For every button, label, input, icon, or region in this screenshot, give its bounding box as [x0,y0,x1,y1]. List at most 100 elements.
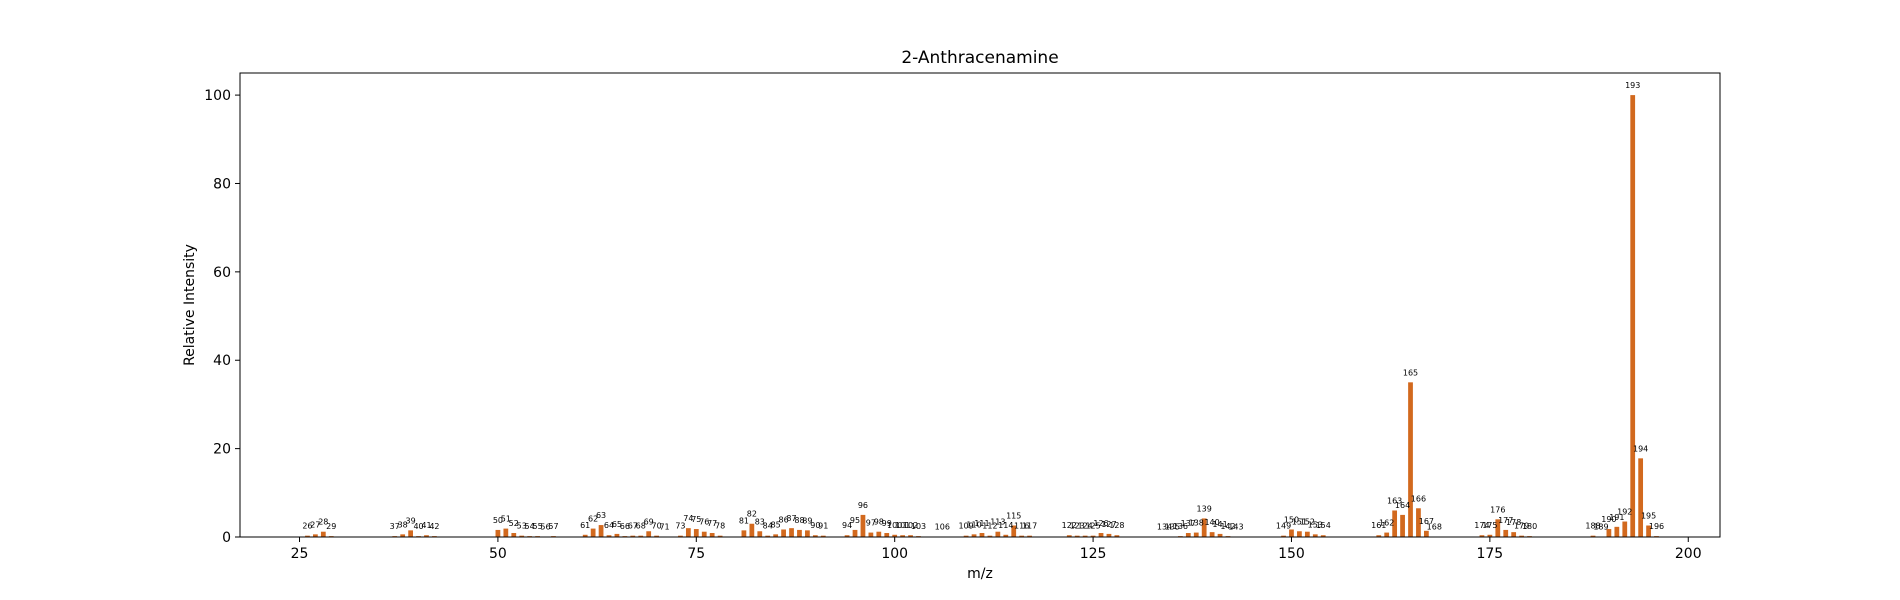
bar-mz-177 [1503,529,1509,537]
bar-mz-178 [1511,532,1517,537]
bar-label-mz-140: 140 [1204,518,1219,527]
bar-label-mz-106: 106 [935,523,950,532]
bar-mz-167 [1424,530,1429,537]
bar-mz-188 [1590,535,1596,537]
bar-mz-63 [598,525,604,537]
bar-label-mz-168: 168 [1427,523,1442,532]
bar-mz-191 [1614,526,1620,537]
bar-mz-140 [1209,532,1215,537]
bar-label-mz-175: 175 [1482,521,1497,530]
bar-label-mz-88: 88 [794,516,804,525]
bar-mz-109 [963,535,969,537]
bar-label-mz-115: 115 [1006,512,1021,521]
bar-mz-192 [1622,521,1628,537]
bar-label-mz-195: 195 [1641,512,1656,521]
bar-label-mz-135: 135 [1165,523,1180,532]
bar-label-mz-179: 179 [1514,522,1529,531]
bar-label-mz-86: 86 [778,515,788,524]
bar-label-mz-166: 166 [1411,494,1426,503]
bar-mz-52 [511,533,517,537]
bar-mz-74 [685,528,691,537]
y-tick-label-0: 0 [222,530,231,546]
bar-label-mz-39: 39 [406,516,416,525]
bar-mz-101 [900,535,906,537]
bar-label-mz-69: 69 [644,517,654,526]
bar-mz-194 [1638,458,1644,537]
bar-label-mz-42: 42 [429,522,439,531]
bar-label-mz-143: 143 [1228,523,1243,532]
bar-label-mz-113: 113 [990,518,1005,527]
bar-mz-65 [614,533,620,537]
x-tick-label-150: 150 [1278,546,1305,562]
bar-label-mz-190: 190 [1601,515,1616,524]
bar-mz-88 [797,529,802,537]
bar-mz-117 [1027,535,1032,537]
bar-label-mz-40: 40 [413,522,423,531]
bar-label-mz-75: 75 [691,515,701,524]
bar-label-mz-68: 68 [636,522,646,531]
bar-label-mz-163: 163 [1387,496,1402,505]
bar-label-mz-142: 142 [1220,522,1235,531]
bar-mz-190 [1606,529,1612,537]
bar-label-mz-41: 41 [421,521,431,530]
bar-mz-69 [646,531,652,537]
bar-mz-161 [1376,535,1382,537]
bar-label-mz-84: 84 [763,522,773,531]
bar-label-mz-82: 82 [747,510,757,519]
bar-label-mz-136: 136 [1173,522,1188,531]
bar-label-mz-162: 162 [1379,519,1394,528]
bar-mz-141 [1217,533,1223,537]
bar-mz-38 [400,534,406,537]
bar-mz-53 [519,535,525,537]
bars-layer [305,95,1659,537]
bar-label-mz-67: 67 [628,522,638,531]
bar-label-mz-71: 71 [659,523,669,532]
bar-mz-76 [701,531,707,537]
bar-label-mz-188: 188 [1585,522,1600,531]
bar-mz-162 [1384,532,1390,537]
bar-label-mz-98: 98 [874,518,884,527]
bar-label-mz-96: 96 [858,501,868,510]
bar-label-mz-73: 73 [675,522,685,531]
bar-mz-116 [1019,535,1025,537]
bar-mz-96 [860,514,866,537]
bar-mz-123 [1074,535,1080,537]
bar-mz-151 [1297,531,1302,537]
bar-mz-152 [1304,531,1310,537]
y-axis: 0 20 40 60 80 100 [204,88,240,546]
bar-mz-68 [638,535,644,537]
bar-label-mz-123: 123 [1070,522,1085,531]
bar-mz-94 [844,535,850,537]
bar-mz-137 [1185,533,1191,537]
bar-mz-165 [1408,382,1413,537]
bar-mz-154 [1320,535,1326,537]
bar-label-mz-54: 54 [525,522,535,531]
bar-label-mz-154: 154 [1316,521,1331,530]
bar-mz-84 [765,535,771,537]
bar-label-mz-90: 90 [810,521,820,530]
bar-mz-176 [1495,519,1501,537]
x-tick-label-175: 175 [1476,546,1503,562]
plot-area-frame [239,72,1721,538]
bar-mz-193 [1630,95,1636,537]
bar-label-mz-62: 62 [588,515,598,524]
bar-mz-83 [757,531,763,537]
bar-label-mz-95: 95 [850,516,860,525]
bar-label-mz-141: 141 [1212,520,1227,529]
chart-title: 2-Anthracenamine [901,48,1058,68]
y-tick-label-60: 60 [213,265,231,281]
bar-label-mz-153: 153 [1308,520,1323,529]
bar-label-mz-83: 83 [755,517,765,526]
bar-label-mz-26: 26 [302,522,312,531]
bar-label-mz-111: 111 [974,519,989,528]
bar-label-mz-28: 28 [318,518,328,527]
bar-label-mz-53: 53 [517,522,527,531]
bar-label-mz-37: 37 [390,522,400,531]
bar-mz-28 [320,531,326,537]
bar-label-mz-150: 150 [1284,515,1299,524]
bar-label-mz-174: 174 [1474,521,1489,530]
bar-label-mz-125: 125 [1085,522,1100,531]
bar-label-mz-126: 126 [1093,519,1108,528]
bar-label-mz-164: 164 [1395,501,1410,510]
